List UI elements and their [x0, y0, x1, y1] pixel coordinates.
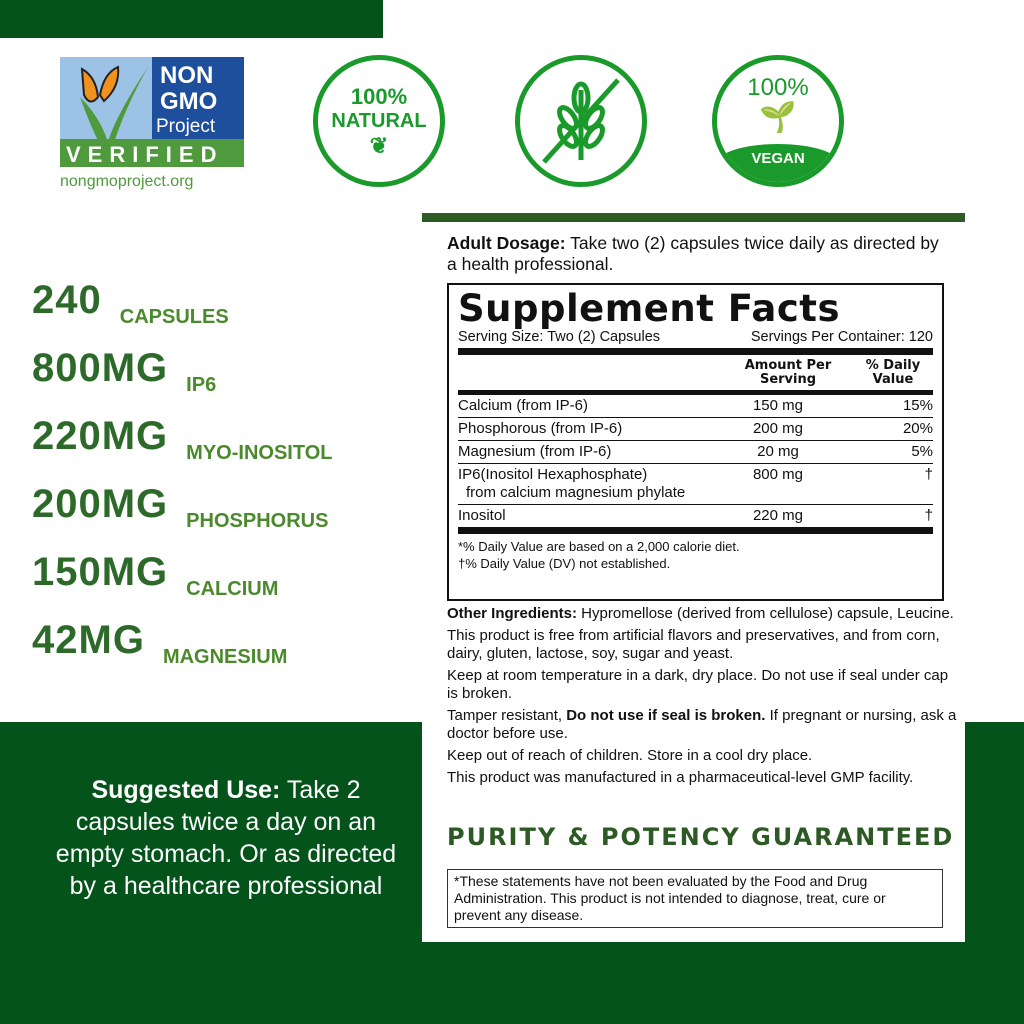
stats-list: 240 CAPSULES 800MG IP6 220MG MYO-INOSITOL 2… — [32, 278, 332, 686]
stat-label: CAPSULES — [119, 306, 229, 328]
svg-text:VERIFIED: VERIFIED — [66, 142, 223, 167]
natural-badge: 100% NATURAL ❦ — [313, 55, 445, 187]
facts-row: IP6(Inositol Hexaphosphate) from calcium … — [458, 464, 933, 505]
natural-pct: 100% — [350, 84, 408, 109]
col-daily-value: % Daily Value — [865, 358, 921, 387]
facts-row: Inositol 220 mg † — [458, 505, 933, 527]
stat-label: CALCIUM — [186, 578, 279, 600]
nutrient-dv: † — [924, 507, 933, 524]
nutrient-dv: 5% — [911, 443, 933, 460]
suggested-use: Suggested Use: Take 2 capsules twice a d… — [40, 774, 412, 902]
svg-text:Project: Project — [156, 116, 216, 137]
purity-heading: PURITY & POTENCY GUARANTEED — [447, 823, 955, 851]
vegan-pct: 100% — [747, 74, 809, 101]
dosage-text: Take two (2) capsules twice daily as dir… — [447, 233, 939, 274]
stat-item: 150MG CALCIUM — [32, 550, 332, 618]
svg-text:NON: NON — [160, 62, 213, 89]
nutrient-amount: 200 mg — [752, 420, 804, 437]
label-panel: Adult Dosage: Take two (2) capsules twic… — [422, 213, 965, 942]
divider — [458, 348, 933, 355]
servings-per-container: Servings Per Container: 120 — [750, 329, 933, 345]
gluten-free-badge — [515, 55, 647, 187]
col-amount: Amount Per Serving — [744, 358, 832, 387]
top-bar — [0, 0, 383, 38]
nutrient-name: IP6(Inositol Hexaphosphate) — [458, 466, 648, 483]
other-ingredients-label: Other Ingredients: — [447, 605, 578, 622]
stat-value: 200MG — [32, 482, 169, 526]
footnote: *% Daily Value are based on a 2,000 calo… — [458, 539, 740, 554]
serving-size: Serving Size: Two (2) Capsules — [458, 329, 661, 345]
nutrient-name: Phosphorous (from IP-6) — [458, 420, 623, 437]
leaf-icon: ❦ — [369, 133, 389, 158]
nutrient-dv: 20% — [902, 420, 933, 437]
facts-row: Phosphorous (from IP-6) 200 mg 20% — [458, 418, 933, 441]
stat-item: 220MG MYO-INOSITOL — [32, 414, 332, 482]
nutrient-amount: 220 mg — [752, 507, 804, 524]
nutrient-name: Calcium (from IP-6) — [458, 397, 589, 414]
nutrient-name: Inositol — [458, 507, 506, 524]
stat-value: 150MG — [32, 550, 169, 594]
gmp-text: This product was manufactured in a pharm… — [447, 769, 914, 786]
stat-item: 42MG MAGNESIUM — [32, 618, 332, 686]
nutrient-amount: 800 mg — [752, 466, 804, 483]
tamper-warning: Do not use if seal is broken. — [566, 707, 766, 724]
free-from-text: This product is free from artificial fla… — [447, 627, 940, 662]
other-ingredients-text: Hypromellose (derived from cellulose) ca… — [577, 605, 954, 622]
nutrient-source: from calcium magnesium phylate — [466, 484, 686, 501]
stat-value: 220MG — [32, 414, 169, 458]
stat-value: 240 — [32, 278, 102, 322]
svg-text:GMO: GMO — [160, 88, 217, 115]
storage-text: Keep at room temperature in a dark, dry … — [447, 667, 949, 702]
nutrient-amount: 20 mg — [757, 443, 799, 460]
facts-row: Magnesium (from IP-6) 20 mg 5% — [458, 441, 933, 464]
footnote: †% Daily Value (DV) not established. — [458, 556, 671, 571]
stat-value: 800MG — [32, 346, 169, 390]
tamper-text: Tamper resistant, — [447, 707, 567, 724]
nutrient-amount: 150 mg — [752, 397, 804, 414]
stat-item: 200MG PHOSPHORUS — [32, 482, 332, 550]
wheat-crossed-icon — [542, 78, 620, 164]
facts-title: Supplement Facts — [458, 287, 841, 330]
supplement-facts: Supplement Facts Serving Size: Two (2) C… — [447, 283, 944, 601]
sprout-icon: 🌱 — [759, 101, 797, 134]
suggested-use-text: Take 2 capsules twice a day on an empty … — [55, 776, 397, 900]
stat-label: IP6 — [186, 374, 217, 396]
dosage-label: Adult Dosage: — [447, 233, 566, 253]
stat-label: MYO-INOSITOL — [186, 442, 333, 464]
stat-value: 42MG — [32, 618, 145, 662]
nutrient-dv: † — [924, 466, 933, 483]
adult-dosage: Adult Dosage: Take two (2) capsules twic… — [447, 233, 947, 275]
stat-label: MAGNESIUM — [162, 646, 288, 668]
stat-item: 800MG IP6 — [32, 346, 332, 414]
panel-top-bar — [422, 213, 965, 222]
stat-label: PHOSPHORUS — [186, 510, 329, 532]
label-body: Other Ingredients: Hypromellose (derived… — [447, 605, 957, 791]
vegan-badge: 100% 🌱 VEGAN — [712, 55, 844, 187]
natural-label: NATURAL — [331, 110, 427, 132]
facts-row: Calcium (from IP-6) 150 mg 15% — [458, 395, 933, 418]
non-gmo-verified-logo: NON GMO Project VERIFIED nongmoproject.o… — [60, 57, 244, 190]
divider — [458, 527, 933, 534]
pregnancy-text: If pregnant or nursing, ask a doctor bef… — [447, 707, 957, 742]
svg-text:nongmoproject.org: nongmoproject.org — [60, 173, 193, 190]
children-text: Keep out of reach of children. Store in … — [447, 747, 813, 764]
stat-item: 240 CAPSULES — [32, 278, 332, 346]
vegan-label: VEGAN — [717, 144, 839, 182]
nutrient-dv: 15% — [902, 397, 933, 414]
suggested-use-label: Suggested Use: — [91, 776, 281, 804]
nutrient-name: Magnesium (from IP-6) — [458, 443, 612, 460]
fda-disclaimer: *These statements have not been evaluate… — [447, 869, 943, 928]
